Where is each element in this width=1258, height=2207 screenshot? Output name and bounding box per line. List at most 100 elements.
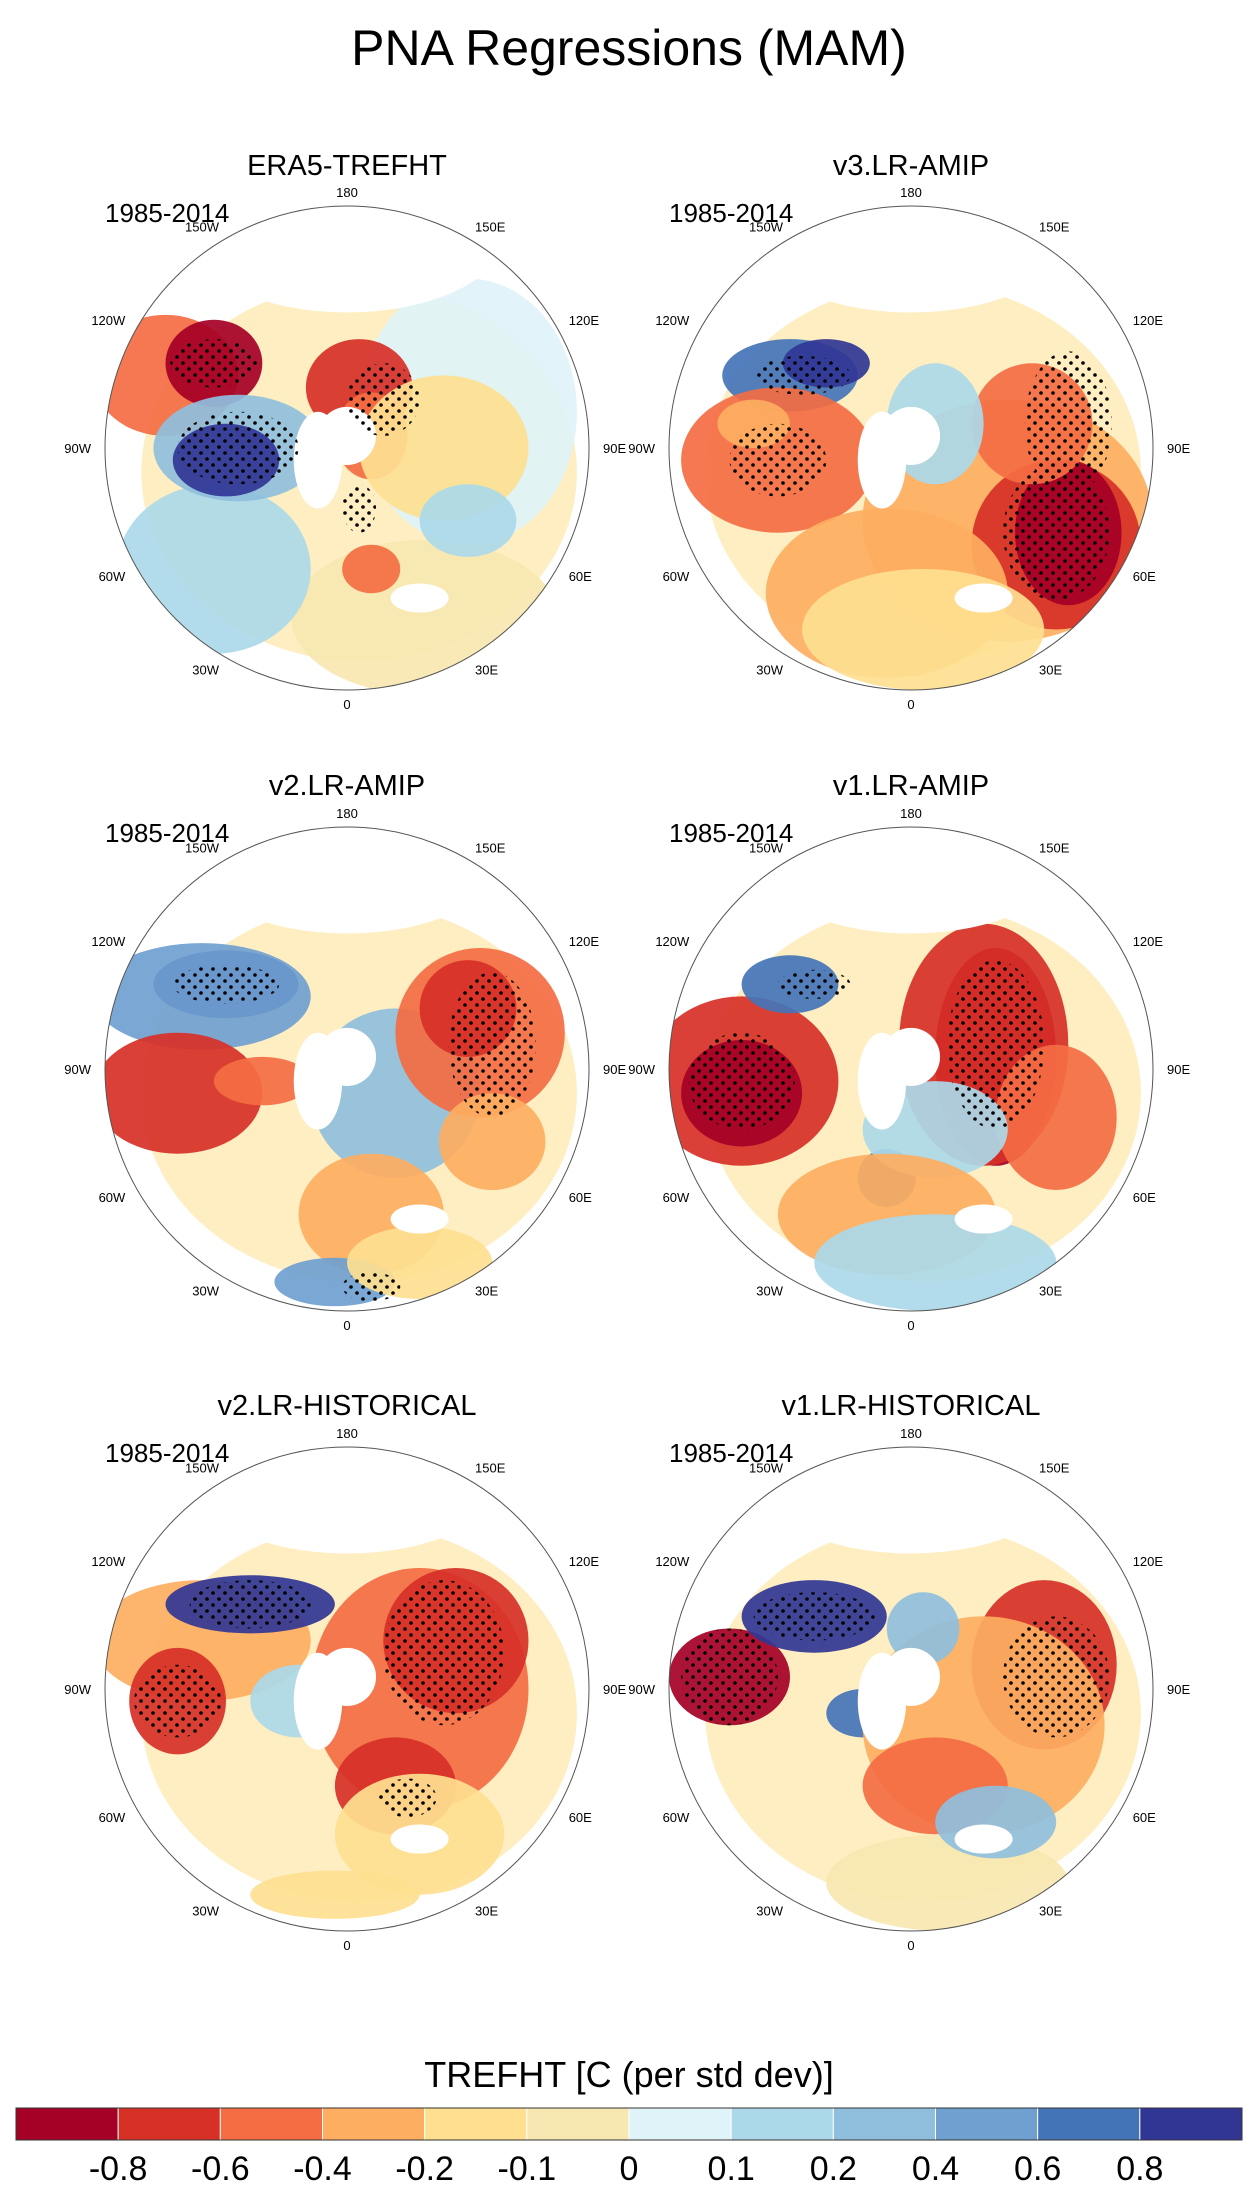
colorbar-swatch — [730, 2107, 834, 2141]
contour-region — [814, 1214, 1057, 1311]
longitude-label: 120E — [569, 1554, 600, 1569]
longitude-label: 180 — [900, 185, 922, 200]
significance-stippling — [170, 339, 258, 388]
significance-stippling — [688, 1032, 795, 1130]
pacific-ocean — [753, 206, 1069, 313]
longitude-label: 0 — [907, 1938, 914, 1953]
significance-stippling — [777, 969, 851, 999]
panel-title: ERA5-TREFHT — [247, 150, 447, 182]
map-panel: v2.LR-AMIP 1985-2014 180 150E 120E 90E 60E 30E 0… — [64, 770, 626, 1333]
longitude-label: 150W — [749, 840, 784, 855]
significance-stippling — [729, 423, 827, 497]
colorbar-tick: -0.8 — [89, 2150, 148, 2188]
colorbar-tick: 0.4 — [912, 2150, 959, 2188]
no-data-region — [390, 1824, 449, 1854]
longitude-label: 0 — [343, 697, 350, 712]
panel-title: v2.LR-HISTORICAL — [218, 1390, 477, 1422]
colorbar-tick: 0 — [620, 2150, 639, 2188]
longitude-label: 90E — [1167, 1682, 1190, 1697]
panel-title: v2.LR-AMIP — [269, 770, 425, 802]
longitude-label: 60W — [99, 1190, 126, 1205]
colorbar-swatch — [832, 2107, 936, 2141]
longitude-label: 60E — [569, 1810, 592, 1825]
longitude-label: 0 — [343, 1318, 350, 1333]
longitude-label: 90E — [603, 1062, 626, 1077]
longitude-label: 180 — [900, 806, 922, 821]
longitude-label: 120W — [655, 313, 690, 328]
longitude-label: 120W — [655, 1554, 690, 1569]
longitude-label: 30E — [1039, 663, 1062, 678]
significance-stippling — [172, 964, 280, 1004]
colorbar-swatch — [424, 2107, 528, 2141]
contour-region — [438, 1093, 546, 1190]
significance-stippling — [134, 1664, 222, 1738]
longitude-label: 120W — [91, 934, 126, 949]
longitude-label: 90E — [1167, 441, 1190, 456]
colorbar-swatch — [935, 2107, 1039, 2141]
contour-region — [419, 484, 517, 557]
colorbar-tick: -0.4 — [293, 2150, 352, 2188]
no-data-region — [954, 583, 1013, 613]
colorbar-swatch — [322, 2107, 426, 2141]
contour-region — [886, 1592, 960, 1665]
no-data-region — [390, 583, 449, 613]
map-panel: v3.LR-AMIP 1985-2014 180 150E 120E 90E 60E 30E 0… — [628, 150, 1190, 712]
longitude-label: 180 — [336, 1426, 358, 1441]
longitude-label: 30E — [1039, 1904, 1062, 1919]
longitude-label: 150E — [475, 840, 506, 855]
panel-title: v1.LR-HISTORICAL — [782, 1390, 1041, 1422]
contour-region — [105, 1032, 263, 1154]
longitude-label: 150E — [475, 1460, 506, 1475]
no-data-region — [857, 1032, 907, 1130]
longitude-label: 30W — [756, 663, 783, 678]
longitude-label: 150W — [749, 1460, 784, 1475]
longitude-label: 150W — [749, 219, 784, 234]
contour-region — [342, 544, 401, 594]
contour-region — [826, 1834, 1069, 1931]
significance-stippling — [347, 363, 420, 436]
longitude-label: 30E — [475, 663, 498, 678]
colorbar-tick: -0.6 — [191, 2150, 250, 2188]
colorbar-tick: 0.1 — [708, 2150, 755, 2188]
significance-stippling — [1024, 351, 1112, 497]
significance-stippling — [1002, 464, 1110, 601]
map-boundary — [104, 826, 590, 1312]
longitude-label: 0 — [907, 1318, 914, 1333]
longitude-label: 150E — [1039, 219, 1070, 234]
map-boundary — [668, 826, 1154, 1312]
longitude-label: 120E — [1133, 1554, 1164, 1569]
longitude-label: 120E — [569, 934, 600, 949]
period-label: 1985-2014 — [669, 818, 793, 848]
longitude-label: 150E — [475, 219, 506, 234]
contour-region — [213, 1056, 311, 1106]
map-boundary — [668, 1446, 1154, 1932]
longitude-label: 30W — [756, 1284, 783, 1299]
colorbar-swatch — [117, 2107, 221, 2141]
pacific-ocean — [753, 1447, 1069, 1554]
longitude-label: 90W — [64, 441, 91, 456]
longitude-label: 30W — [756, 1904, 783, 1919]
main-title: PNA Regressions (MAM) — [351, 20, 907, 76]
longitude-label: 60W — [663, 1190, 690, 1205]
longitude-label: 150E — [1039, 840, 1070, 855]
longitude-label: 60W — [663, 569, 690, 584]
panel-title: v1.LR-AMIP — [833, 770, 989, 802]
longitude-label: 150E — [1039, 1460, 1070, 1475]
no-data-region — [293, 411, 343, 509]
longitude-label: 120W — [91, 313, 126, 328]
colorbar-swatch — [628, 2107, 732, 2141]
longitude-label: 90W — [64, 1062, 91, 1077]
panel-title: v3.LR-AMIP — [833, 150, 989, 182]
no-data-region — [293, 1032, 343, 1130]
longitude-label: 60W — [99, 569, 126, 584]
significance-stippling — [753, 356, 851, 395]
significance-stippling — [947, 960, 1045, 1130]
longitude-label: 30W — [192, 663, 219, 678]
longitude-label: 150W — [185, 219, 220, 234]
longitude-label: 60W — [663, 1810, 690, 1825]
longitude-label: 30W — [192, 1284, 219, 1299]
longitude-label: 90W — [628, 1062, 655, 1077]
contour-region — [291, 539, 558, 690]
longitude-label: 30E — [475, 1904, 498, 1919]
longitude-label: 120W — [91, 1554, 126, 1569]
